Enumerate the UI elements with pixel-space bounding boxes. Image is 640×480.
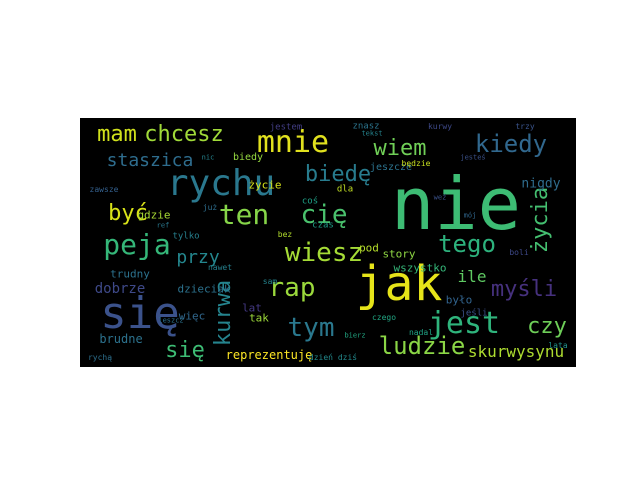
word-70: leszcz xyxy=(158,316,184,325)
word-34: brudne xyxy=(99,332,143,346)
word-39: dzieciak xyxy=(177,282,231,296)
word-53: boli xyxy=(509,248,529,257)
word-0: nie xyxy=(390,162,522,246)
word-31: nigdy xyxy=(521,176,561,192)
word-14: tego xyxy=(438,230,496,258)
word-47: biedy xyxy=(232,152,264,163)
word-23: myśli xyxy=(490,277,558,302)
word-5: peja xyxy=(103,228,171,261)
word-21: przy xyxy=(176,247,220,268)
word-37: gdzie xyxy=(137,208,171,222)
word-44: znasz xyxy=(352,121,380,132)
word-10: ten xyxy=(218,198,270,231)
word-54: lata xyxy=(548,341,568,350)
word-69: bierz xyxy=(344,331,366,340)
word-17: biedę xyxy=(304,162,372,187)
word-19: staszica xyxy=(106,150,194,171)
word-20: być xyxy=(108,201,148,226)
word-36: było xyxy=(445,293,473,307)
word-50: tylko xyxy=(172,231,200,242)
word-71: tekst xyxy=(361,129,383,138)
word-12: kiedy xyxy=(474,130,548,158)
word-30: dobrze xyxy=(94,281,146,297)
word-45: jestem xyxy=(269,122,303,133)
word-26: się xyxy=(165,338,205,363)
word-38: życie xyxy=(248,178,282,192)
word-15: mam xyxy=(97,122,137,147)
word-4: rychu xyxy=(166,163,276,204)
word-63: czego xyxy=(371,313,397,322)
word-49: czas xyxy=(312,220,334,231)
word-24: czy xyxy=(527,314,567,339)
word-56: jeśli xyxy=(460,308,488,319)
word-60: bez xyxy=(277,230,293,239)
word-61: nawet xyxy=(207,263,233,272)
word-62: sam xyxy=(262,277,278,286)
word-42: pod xyxy=(359,241,379,255)
word-52: trzy xyxy=(515,122,535,131)
word-16: chcesz xyxy=(144,122,224,147)
word-72: weź xyxy=(433,193,447,202)
word-32: więc xyxy=(178,309,206,323)
word-48: dla xyxy=(336,184,354,195)
word-64: będzie xyxy=(401,159,431,168)
word-11: cię xyxy=(300,200,348,230)
word-18: ludzie xyxy=(378,332,466,360)
word-58: już xyxy=(202,203,218,212)
word-3: mnie xyxy=(256,125,330,160)
word-66: nic xyxy=(201,153,215,162)
word-8: tym xyxy=(287,313,335,343)
word-59: coś xyxy=(301,196,319,207)
word-55: nadal xyxy=(408,328,434,337)
word-41: lat xyxy=(242,301,262,315)
word-1: jak xyxy=(355,256,443,312)
word-57: zawsze xyxy=(89,185,119,194)
word-2: się xyxy=(100,288,180,339)
word-68: rychą xyxy=(87,353,113,362)
word-35: story xyxy=(382,247,416,261)
word-46: jeszcze xyxy=(369,162,413,173)
word-cloud-canvas: nie jak się mnie rychu peja wiesz jest tym rap ten… xyxy=(80,118,576,367)
word-9: rap xyxy=(268,273,316,303)
word-29: ile xyxy=(457,267,487,286)
word-6: wiesz xyxy=(284,238,364,268)
word-73: mój xyxy=(463,211,477,220)
word-74: jesteś xyxy=(460,153,486,162)
word-28: reprezentuję xyxy=(225,348,313,362)
word-51: kurwy xyxy=(427,122,453,131)
word-7: jest xyxy=(427,306,501,341)
word-65: dzień dziś xyxy=(308,353,358,362)
word-13: wiem xyxy=(373,136,427,161)
word-25: życia xyxy=(528,186,553,254)
word-40: tak xyxy=(249,311,269,325)
word-33: trudny xyxy=(110,267,150,281)
word-67: ref xyxy=(156,221,170,230)
word-43: wszystko xyxy=(393,261,447,275)
word-27: skurwysynu xyxy=(467,342,565,361)
